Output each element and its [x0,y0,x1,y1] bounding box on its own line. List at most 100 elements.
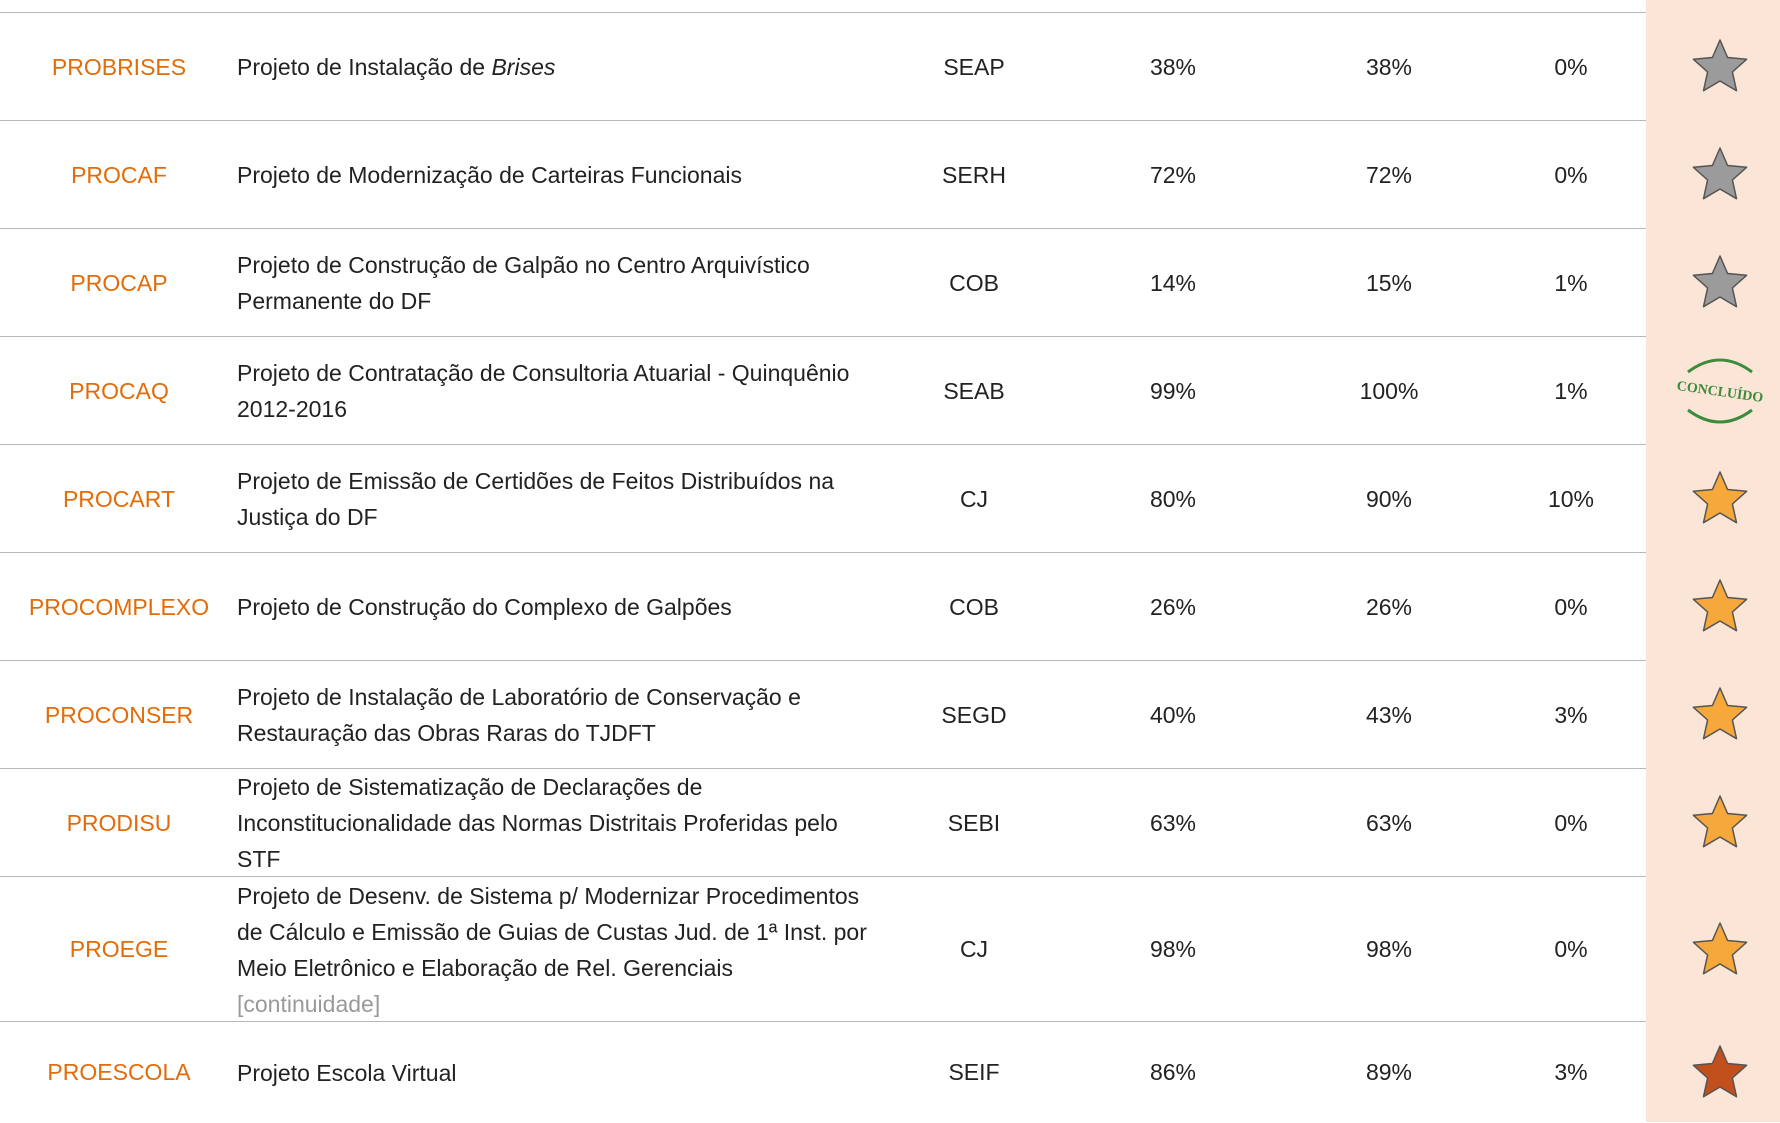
name-text: Projeto de Sistematização de Declarações… [237,774,838,872]
percent: 72% [1149,161,1197,188]
star [1692,39,1748,92]
table-row: PROEGE Projeto de Desenv. de Sistema p/ M… [0,876,1646,1022]
star [1692,795,1748,848]
project-code: PROCAF [71,161,167,188]
percent: 86% [1149,1059,1197,1085]
percent: 98% [1365,936,1413,962]
project-name: Projeto de Instalação de Brises [237,13,877,121]
unit: SEAP [943,53,1005,80]
project-name: Projeto de Sistematização de Declarações… [237,769,877,877]
percent: 1% [1554,377,1588,404]
project-name-text: Projeto de Contratação de Consultoria At… [237,355,877,427]
table-row: PROCAF Projeto de Modernização de Carteir… [0,120,1646,229]
table-row: PROCAP Projeto de Construção de Galpão no… [0,228,1646,337]
stamp-arc [1687,408,1753,424]
percent: 3% [1554,1059,1588,1085]
unit: COB [949,269,999,296]
percent: 63% [1365,809,1413,836]
unit: SEGD [941,701,1007,728]
project-name: Projeto de Modernização de Carteiras Fun… [237,121,877,229]
star [1692,687,1748,740]
table-row: PROCAQ Projeto de Contratação de Consulto… [0,336,1646,445]
table-row: PROCART Projeto de Emissão de Certidões d… [0,444,1646,553]
name-text: Projeto de Construção do Complexo de Gal… [237,594,732,620]
percent: 0% [1554,809,1588,836]
status-icon [1692,39,1748,92]
percent: 0% [1554,936,1588,962]
status-icon [1692,795,1748,848]
percent: 38% [1149,53,1197,80]
name-text: Projeto de Construção de Galpão no Centr… [237,252,810,314]
percent: 0% [1554,161,1588,188]
percent: 26% [1365,593,1413,620]
percent: 72% [1365,161,1413,188]
project-code: PROCAP [70,269,168,296]
project-code: PROESCOLA [47,1059,191,1085]
star [1692,921,1748,974]
table-row: PRODISU Projeto de Sistematização de Decl… [0,768,1646,877]
percent: 80% [1149,485,1197,512]
percent: 89% [1365,1059,1413,1085]
unit: SEIF [948,1059,1000,1085]
project-name-text: Projeto de Instalação de Laboratório de … [237,679,877,751]
star [1692,255,1748,308]
project-name: Projeto de Contratação de Consultoria At… [237,337,877,445]
percent: 38% [1365,53,1413,80]
project-name-text: Projeto de Desenv. de Sistema p/ Moderni… [237,878,877,1022]
project-code: PROCART [62,485,176,512]
name-text: Projeto de Modernização de Carteiras Fun… [237,162,742,188]
percent: 10% [1547,485,1595,512]
unit: CJ [959,485,989,512]
project-name-text: Projeto de Construção de Galpão no Centr… [237,247,877,319]
project-name-text: Projeto Escola Virtual [237,1055,456,1091]
percent: 15% [1365,269,1413,296]
star [1692,471,1748,524]
name-text: Projeto de Contratação de Consultoria At… [237,360,850,422]
unit: SERH [942,161,1006,188]
status-icon [1692,147,1748,200]
percent: 63% [1149,809,1197,836]
project-name-text: Projeto de Sistematização de Declarações… [237,769,877,877]
project-code: PROEGE [69,936,169,962]
project-name-text: Projeto de Modernização de Carteiras Fun… [237,157,742,193]
unit: SEBI [947,809,1001,836]
percent: 0% [1554,593,1588,620]
status-icon [1692,1044,1748,1097]
table-row: PROBRISES Projeto de Instalação de Brises… [0,12,1646,121]
name-text: Projeto Escola Virtual [237,1059,457,1086]
percent: 26% [1149,593,1197,620]
percent: 14% [1149,269,1197,296]
status-icon [1692,687,1748,740]
project-name: Projeto de Construção de Galpão no Centr… [237,229,877,337]
percent: 100% [1359,377,1419,404]
percent: 40% [1149,701,1197,728]
project-name: Projeto Escola Virtual [237,1022,877,1123]
name-text: Projeto de Desenv. de Sistema p/ Moderni… [237,882,867,981]
status-icon [1692,255,1748,308]
percent: 98% [1149,936,1197,962]
percent: 43% [1365,701,1413,728]
project-code: PRODISU [66,809,172,836]
unit: CJ [959,936,989,962]
percent: 3% [1554,701,1588,728]
project-name-text: Projeto de Instalação de Brises [237,49,555,85]
table-row: PROCOMPLEXO Projeto de Construção do Comp… [0,552,1646,661]
percent: 0% [1554,53,1588,80]
project-name-text: Projeto de Emissão de Certidões de Feito… [237,463,877,535]
star [1692,147,1748,200]
status-icon: CONCLUÍDO [1676,358,1765,424]
star [1692,579,1748,632]
project-code: PROBRISES [51,53,187,80]
unit: COB [949,593,999,620]
status-icon [1692,471,1748,524]
project-name: Projeto de Instalação de Laboratório de … [237,661,877,769]
name-text: Projeto de Emissão de Certidões de Feito… [237,468,835,530]
name-note: [continuidade] [237,990,381,1017]
name-italic: Brises [491,54,556,80]
table-row: PROCONSER Projeto de Instalação de Labora… [0,660,1646,769]
stamp-text: CONCLUÍDO [1676,377,1765,406]
star [1692,1044,1748,1097]
status-icon [1692,921,1748,974]
name-text: Projeto de Instalação de Laboratório de … [237,684,801,746]
